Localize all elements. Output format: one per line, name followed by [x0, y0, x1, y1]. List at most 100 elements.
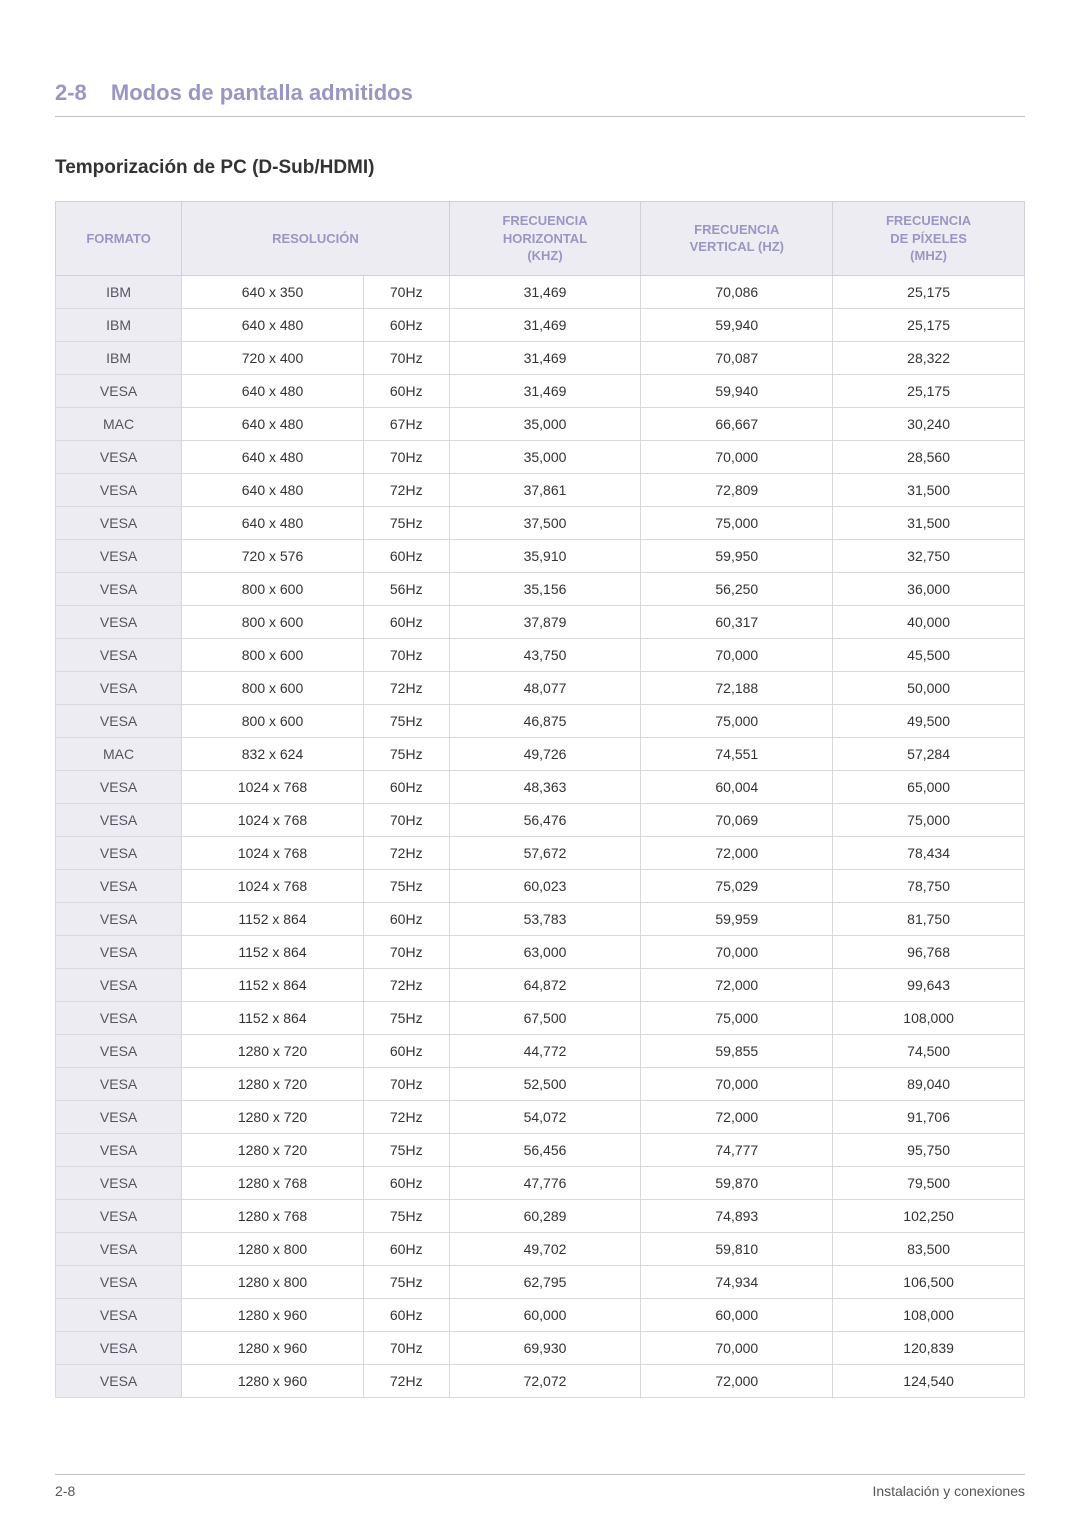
table-cell: 102,250: [833, 1199, 1025, 1232]
table-cell: 52,500: [449, 1067, 641, 1100]
table-cell: 70,000: [641, 1067, 833, 1100]
table-cell: VESA: [56, 968, 182, 1001]
table-cell: 640 x 480: [182, 473, 364, 506]
table-cell: VESA: [56, 638, 182, 671]
table-row: IBM640 x 35070Hz31,46970,08625,175: [56, 275, 1025, 308]
table-row: VESA800 x 60056Hz35,15656,25036,000: [56, 572, 1025, 605]
table-cell: 49,726: [449, 737, 641, 770]
table-cell: 1280 x 720: [182, 1034, 364, 1067]
table-cell: 75,000: [641, 704, 833, 737]
table-row: VESA1280 x 80075Hz62,79574,934106,500: [56, 1265, 1025, 1298]
table-cell: 70,000: [641, 440, 833, 473]
col-header-formato: FORMATO: [56, 202, 182, 276]
table-cell: 60Hz: [363, 308, 449, 341]
table-cell: 72Hz: [363, 1100, 449, 1133]
col-header-pixelfreq: FRECUENCIADE PÍXELES(MHZ): [833, 202, 1025, 276]
table-cell: 35,000: [449, 407, 641, 440]
table-cell: 640 x 480: [182, 407, 364, 440]
table-cell: 67Hz: [363, 407, 449, 440]
table-cell: 63,000: [449, 935, 641, 968]
section-number: 2-8: [55, 80, 87, 105]
table-cell: VESA: [56, 671, 182, 704]
table-cell: 36,000: [833, 572, 1025, 605]
table-cell: 56,456: [449, 1133, 641, 1166]
table-cell: 74,551: [641, 737, 833, 770]
table-row: VESA800 x 60072Hz48,07772,18850,000: [56, 671, 1025, 704]
table-head: FORMATO RESOLUCIÓN FRECUENCIAHORIZONTAL(…: [56, 202, 1025, 276]
table-cell: 1280 x 800: [182, 1232, 364, 1265]
table-cell: 72,072: [449, 1364, 641, 1397]
table-cell: VESA: [56, 1100, 182, 1133]
table-cell: 31,500: [833, 506, 1025, 539]
table-cell: 59,950: [641, 539, 833, 572]
table-cell: 69,930: [449, 1331, 641, 1364]
table-cell: 35,000: [449, 440, 641, 473]
table-cell: 70,000: [641, 935, 833, 968]
table-cell: 60Hz: [363, 374, 449, 407]
table-cell: 800 x 600: [182, 704, 364, 737]
table-cell: 59,810: [641, 1232, 833, 1265]
table-cell: 60Hz: [363, 605, 449, 638]
table-cell: 70Hz: [363, 341, 449, 374]
table-cell: 59,940: [641, 308, 833, 341]
table-cell: 64,872: [449, 968, 641, 1001]
table-cell: 60Hz: [363, 539, 449, 572]
table-cell: IBM: [56, 308, 182, 341]
table-cell: 35,910: [449, 539, 641, 572]
table-cell: 56,250: [641, 572, 833, 605]
table-cell: 30,240: [833, 407, 1025, 440]
table-cell: 32,750: [833, 539, 1025, 572]
table-cell: VESA: [56, 506, 182, 539]
table-header-row: FORMATO RESOLUCIÓN FRECUENCIAHORIZONTAL(…: [56, 202, 1025, 276]
table-cell: 108,000: [833, 1298, 1025, 1331]
table-cell: 60Hz: [363, 1166, 449, 1199]
table-cell: 74,777: [641, 1133, 833, 1166]
table-cell: MAC: [56, 737, 182, 770]
table-cell: 75Hz: [363, 1001, 449, 1034]
table-cell: 57,284: [833, 737, 1025, 770]
table-cell: 67,500: [449, 1001, 641, 1034]
table-cell: 75Hz: [363, 1133, 449, 1166]
section-heading: 2-8 Modos de pantalla admitidos: [55, 80, 1025, 117]
table-cell: 640 x 480: [182, 308, 364, 341]
table-cell: 25,175: [833, 275, 1025, 308]
table-cell: 74,934: [641, 1265, 833, 1298]
table-cell: 72,000: [641, 836, 833, 869]
table-cell: VESA: [56, 440, 182, 473]
table-cell: 37,861: [449, 473, 641, 506]
table-cell: 60Hz: [363, 1034, 449, 1067]
table-cell: 800 x 600: [182, 572, 364, 605]
table-cell: 35,156: [449, 572, 641, 605]
table-cell: VESA: [56, 1331, 182, 1364]
table-row: VESA640 x 48075Hz37,50075,00031,500: [56, 506, 1025, 539]
table-cell: 60Hz: [363, 1232, 449, 1265]
table-cell: 72Hz: [363, 968, 449, 1001]
table-cell: 1024 x 768: [182, 770, 364, 803]
table-cell: 1280 x 720: [182, 1133, 364, 1166]
table-row: VESA640 x 48070Hz35,00070,00028,560: [56, 440, 1025, 473]
table-cell: 47,776: [449, 1166, 641, 1199]
table-cell: VESA: [56, 1364, 182, 1397]
document-page: 2-8 Modos de pantalla admitidos Temporiz…: [0, 0, 1080, 1527]
table-cell: 91,706: [833, 1100, 1025, 1133]
table-cell: 72Hz: [363, 1364, 449, 1397]
table-row: MAC832 x 62475Hz49,72674,55157,284: [56, 737, 1025, 770]
table-cell: 108,000: [833, 1001, 1025, 1034]
table-row: VESA1280 x 76875Hz60,28974,893102,250: [56, 1199, 1025, 1232]
table-cell: VESA: [56, 1199, 182, 1232]
table-cell: 60,317: [641, 605, 833, 638]
table-cell: 95,750: [833, 1133, 1025, 1166]
table-cell: 60Hz: [363, 902, 449, 935]
table-row: MAC640 x 48067Hz35,00066,66730,240: [56, 407, 1025, 440]
col-header-vfreq: FRECUENCIAVERTICAL (HZ): [641, 202, 833, 276]
table-cell: 44,772: [449, 1034, 641, 1067]
table-cell: 48,077: [449, 671, 641, 704]
subsection-title: Temporización de PC (D-Sub/HDMI): [55, 157, 1025, 179]
table-cell: 75Hz: [363, 1265, 449, 1298]
table-cell: 70,086: [641, 275, 833, 308]
table-row: VESA1152 x 86470Hz63,00070,00096,768: [56, 935, 1025, 968]
col-header-resolucion: RESOLUCIÓN: [182, 202, 449, 276]
table-cell: 72,000: [641, 968, 833, 1001]
table-cell: VESA: [56, 1001, 182, 1034]
table-cell: 640 x 480: [182, 374, 364, 407]
